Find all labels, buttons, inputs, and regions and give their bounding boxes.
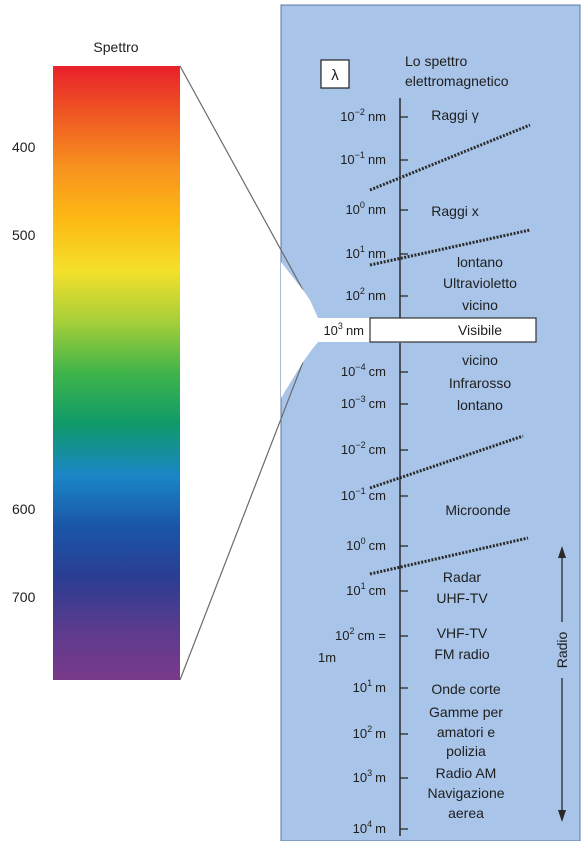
region-ir-near: vicino xyxy=(462,352,498,368)
region-ir-far: lontano xyxy=(457,397,503,413)
wavelength-label: 10−3 cm xyxy=(341,394,386,411)
spectrum-tick-700: 700 xyxy=(12,589,36,605)
one-meter-label: 1m xyxy=(318,650,336,665)
lambda-symbol: λ xyxy=(331,67,339,84)
region-uv-near: vicino xyxy=(462,297,498,313)
region-ultraviolet: Ultravioletto xyxy=(443,275,517,291)
spectrum-color-bar xyxy=(53,66,180,680)
visible-label: Visibile xyxy=(458,322,502,338)
wavelength-label: 10−4 cm xyxy=(341,362,386,379)
region-infrared: Infrarosso xyxy=(449,375,511,391)
region-radio-am: Radio AM xyxy=(436,765,497,781)
visible-band xyxy=(369,317,537,343)
wavelength-label: 10−2 cm xyxy=(341,440,386,457)
funnel-line-top xyxy=(179,65,304,291)
region-fm-radio: FM radio xyxy=(434,646,489,662)
wavelength-label: 101 cm xyxy=(346,581,386,598)
region-microwaves: Microonde xyxy=(445,502,511,518)
region-gamma-rays: Raggi γ xyxy=(431,107,478,123)
wavelength-label: 10−1 nm xyxy=(340,150,386,167)
region-uhf-tv: UHF-TV xyxy=(436,590,488,606)
spectrum-tick-500: 500 xyxy=(12,227,36,243)
axis-ticks xyxy=(400,116,408,830)
wavelength-label: 101 m xyxy=(353,678,386,695)
wavelength-label: 102 nm xyxy=(345,286,386,303)
spectrum-tick-400: 400 xyxy=(12,139,36,155)
region-uv-far: lontano xyxy=(457,254,503,270)
lambda-box xyxy=(320,59,350,89)
region-amateur-line1: Gamme per xyxy=(429,704,503,720)
region-radar: Radar xyxy=(443,569,481,585)
spectrum-title: Spettro xyxy=(93,39,138,55)
region-short-waves: Onde corte xyxy=(431,681,500,697)
region-navigation-line1: Navigazione xyxy=(427,785,504,801)
radio-label: Radio xyxy=(554,632,570,669)
wavelength-label: 100 nm xyxy=(345,200,386,217)
region-amateur-line2: amatori e xyxy=(437,724,496,740)
panel-title-line2: elettromagnetico xyxy=(405,73,509,89)
wavelength-label: 100 cm xyxy=(346,536,386,553)
region-x-rays: Raggi x xyxy=(431,203,478,219)
wavelength-label: 102 m xyxy=(353,724,386,741)
panel-title-line1: Lo spettro xyxy=(405,53,467,69)
funnel-cutout xyxy=(281,262,370,398)
spectrum-panel xyxy=(280,4,581,841)
region-amateur-line3: polizia xyxy=(446,743,486,759)
wavelength-label: 101 nm xyxy=(345,244,386,261)
wavelength-label: 102 cm = xyxy=(335,626,386,643)
region-navigation-line2: aerea xyxy=(448,805,484,821)
radio-range-arrow xyxy=(558,546,566,822)
wavelength-label: 10−2 nm xyxy=(340,107,386,124)
wavelength-label: 103 nm xyxy=(323,321,364,338)
wavelength-label: 104 m xyxy=(353,819,386,836)
wavelength-label: 103 m xyxy=(353,768,386,785)
region-vhf-tv: VHF-TV xyxy=(437,625,488,641)
region-separators xyxy=(369,123,531,576)
wavelength-label: 10−1 cm xyxy=(341,486,386,503)
wavelength-labels: 10−2 nm 10−1 nm 100 nm 101 nm 102 nm 103 nm 10… xyxy=(318,107,386,836)
funnel-line-bottom xyxy=(179,361,304,681)
spectrum-tick-600: 600 xyxy=(12,501,36,517)
